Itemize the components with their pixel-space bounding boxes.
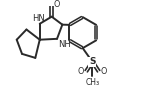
Text: S: S — [89, 57, 96, 66]
Text: NH: NH — [58, 40, 71, 49]
Text: CH₃: CH₃ — [85, 78, 99, 87]
Text: O: O — [101, 67, 107, 76]
Text: O: O — [54, 0, 60, 9]
Text: O: O — [78, 67, 84, 76]
Text: HN: HN — [32, 14, 45, 23]
